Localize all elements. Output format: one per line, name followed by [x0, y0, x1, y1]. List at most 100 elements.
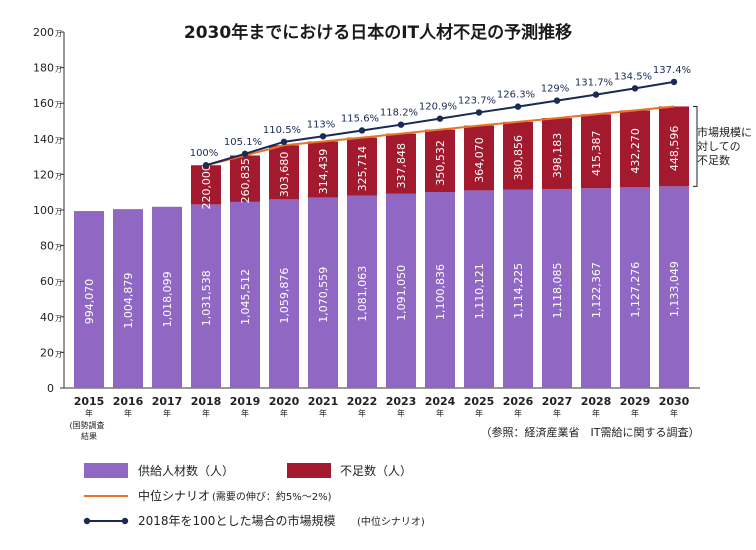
annotation-text: 市場規模に: [697, 125, 752, 139]
supply-bar-label: 994,070: [83, 279, 96, 325]
market-size-point: [397, 121, 405, 128]
supply-bar: [581, 188, 611, 388]
x-tick-suffix: 年: [85, 408, 93, 418]
y-tick-unit: 万: [55, 208, 62, 216]
y-tick-unit: 万: [55, 350, 62, 358]
legend-label-shortage: 不足数（人）: [340, 463, 412, 478]
shortage-bar-label: 303,680: [278, 152, 291, 198]
shortage-bar: [230, 155, 260, 202]
shortage-bar: [308, 141, 338, 198]
x-tick-label: 2028: [581, 395, 612, 408]
shortage-bar: [191, 165, 221, 205]
market-size-point: [514, 103, 522, 110]
legend-marker-market: [121, 517, 129, 525]
market-size-point: [670, 78, 678, 86]
market-size-point: [436, 115, 444, 122]
x-tick-suffix: 年: [670, 408, 678, 418]
market-size-label: 123.7%: [458, 95, 496, 106]
shortage-bar: [347, 137, 377, 196]
supply-bar-label: 1,133,049: [668, 261, 681, 317]
x-tick-label: 2026: [503, 395, 534, 408]
supply-bar: [464, 190, 494, 388]
chart-title: 2030年までにおける日本のIT人材不足の予測推移: [184, 22, 572, 43]
x-tick-label: 2016: [113, 395, 144, 408]
market-size-label: 105.1%: [224, 137, 262, 148]
lines: 100%105.1%110.5%113%115.6%118.2%120.9%12…: [190, 65, 691, 169]
shortage-bar: [269, 145, 299, 200]
shortage-bar-label: 260,835: [239, 158, 252, 204]
annotation-text: 対しての: [697, 139, 741, 153]
legend-label-supply: 供給人材数（人）: [138, 463, 234, 478]
supply-bar-label: 1,070,559: [317, 267, 330, 323]
x-tick-label: 2019: [230, 395, 261, 408]
shortage-bar-label: 364,070: [473, 137, 486, 183]
market-size-label: 126.3%: [497, 90, 535, 101]
market-size-point: [553, 97, 561, 104]
x-tick-suffix: 年: [163, 408, 171, 418]
x-tick-suffix: 年: [514, 408, 522, 418]
market-size-point: [592, 91, 600, 98]
x-tick-suffix: 年: [397, 408, 405, 418]
legend-swatch-supply: [84, 463, 128, 478]
supply-bar: [659, 186, 689, 388]
supply-bar: [347, 195, 377, 388]
shortage-bar-label: 415,387: [590, 130, 603, 176]
market-size-point: [202, 162, 210, 169]
market-size-label: 131.7%: [575, 78, 613, 89]
y-tick-label: 80: [40, 240, 54, 253]
x-tick-label: 2025: [464, 395, 495, 408]
x-tick-label: 2030: [659, 395, 690, 408]
x-tick-label: 2029: [620, 395, 651, 408]
shortage-bar: [620, 110, 650, 188]
x-tick-label: 2020: [269, 395, 300, 408]
legend: 供給人材数（人） 不足数（人） 中位シナリオ (需要の伸び：約5%〜2%) 2018年を…: [83, 463, 425, 528]
market-size-point: [280, 138, 288, 146]
x-tick-suffix: 年: [241, 408, 249, 418]
market-size-label: 120.9%: [419, 102, 457, 113]
shortage-bar-label: 325,714: [356, 146, 369, 192]
market-size-point: [358, 127, 366, 134]
x-tick-suffix: 年: [631, 408, 639, 418]
shortage-bar: [503, 121, 533, 190]
market-size-label: 113%: [307, 119, 336, 130]
supply-bar: [74, 211, 104, 388]
supply-bar-label: 1,091,050: [395, 265, 408, 321]
census-note-line1: (国勢調査: [69, 420, 104, 430]
y-tick-unit: 万: [55, 137, 62, 145]
y-tick-unit: 万: [55, 66, 62, 74]
supply-bar: [425, 192, 455, 388]
supply-bar: [191, 204, 221, 388]
shortage-bar: [464, 125, 494, 191]
median-scenario-line: [205, 105, 675, 167]
x-tick-suffix: 年: [475, 408, 483, 418]
y-tick-label: 0: [47, 382, 54, 395]
legend-note-market: (中位シナリオ): [357, 515, 425, 528]
y-tick-label: 60: [40, 275, 54, 288]
supply-bar: [386, 193, 416, 388]
shortage-bar: [659, 106, 689, 187]
x-tick-label: 2015: [74, 395, 105, 408]
y-tick-unit: 万: [55, 101, 62, 109]
y-tick-unit: 万: [55, 30, 62, 38]
x-axis: 2015年2016年2017年2018年2019年2020年2021年2022年…: [69, 395, 699, 441]
shortage-bar: [581, 114, 611, 189]
legend-swatch-shortage: [287, 463, 331, 478]
x-tick-suffix: 年: [202, 408, 210, 418]
y-tick-label: 180: [33, 62, 54, 75]
market-size-label: 115.6%: [341, 113, 379, 124]
supply-bar-label: 1,114,225: [512, 263, 525, 319]
shortage-bar-label: 350,532: [434, 140, 447, 186]
supply-bar: [113, 209, 143, 388]
legend-note-median: (需要の伸び：約5%〜2%): [212, 490, 332, 503]
y-tick-label: 140: [33, 133, 54, 146]
x-tick-suffix: 年: [319, 408, 327, 418]
shortage-bar-label: 398,183: [551, 133, 564, 179]
y-tick-label: 40: [40, 311, 54, 324]
x-tick-label: 2022: [347, 395, 378, 408]
x-tick-suffix: 年: [553, 408, 561, 418]
census-note-line2: 結果: [81, 431, 97, 441]
market-size-point: [319, 133, 327, 140]
supply-bar: [269, 199, 299, 388]
y-tick-unit: 万: [55, 279, 62, 287]
